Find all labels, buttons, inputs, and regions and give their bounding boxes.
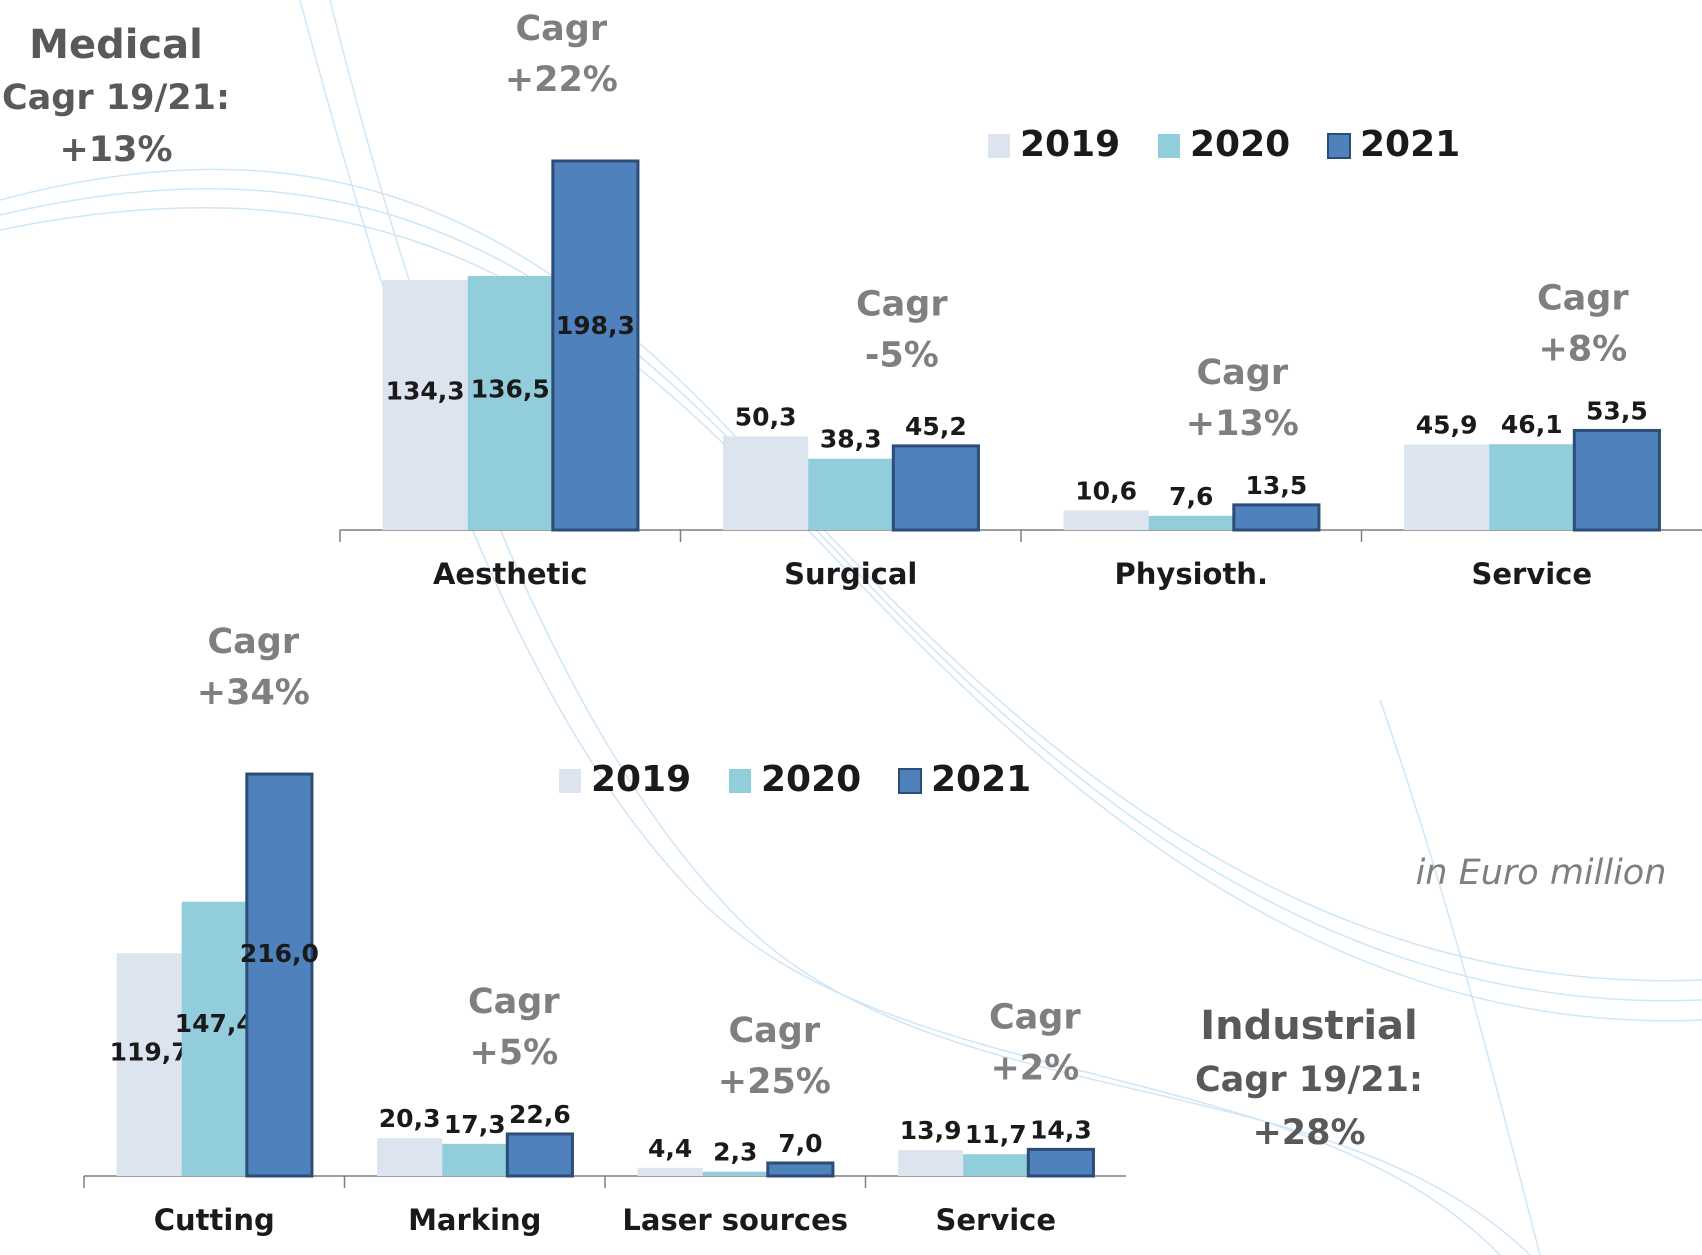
bar	[1404, 445, 1489, 530]
legend-label: 2020	[1190, 124, 1290, 165]
legend-label: 2019	[591, 759, 691, 800]
cagr-note: Cagr	[729, 1011, 821, 1051]
value-label: 20,3	[379, 1104, 441, 1133]
cagr-note: +8%	[1538, 329, 1627, 369]
cagr-note: +22%	[505, 60, 618, 100]
bar	[1574, 430, 1659, 530]
bar	[638, 1168, 703, 1176]
x-tick-label: Service	[1471, 557, 1592, 591]
value-label: 10,6	[1075, 476, 1137, 505]
x-tick-label: Aesthetic	[433, 557, 588, 591]
value-label: 45,9	[1416, 411, 1478, 440]
value-label: 198,3	[556, 311, 635, 340]
bar	[507, 1134, 572, 1176]
legend-swatch	[729, 769, 751, 793]
value-label: 13,9	[900, 1116, 962, 1145]
bar	[182, 902, 247, 1176]
value-label: 7,0	[778, 1129, 822, 1158]
value-label: 134,3	[386, 377, 465, 406]
bar	[1149, 516, 1234, 530]
cagr-note: +34%	[197, 673, 310, 713]
cagr-note: Cagr	[856, 284, 948, 324]
cagr-note: Cagr	[516, 9, 608, 49]
cagr-note: Cagr	[1197, 353, 1289, 393]
bar	[442, 1144, 507, 1176]
chart-subtitle: Cagr 19/21:	[2, 78, 230, 118]
x-tick-label: Marking	[408, 1203, 541, 1237]
page: {"chart_data": [ {"type": "bar", "title"…	[0, 0, 1702, 1255]
legend-swatch	[899, 769, 921, 793]
cagr-note: Cagr	[1537, 278, 1629, 318]
value-label: 13,5	[1246, 471, 1308, 500]
chart-title: Industrial	[1200, 1003, 1418, 1049]
value-label: 119,7	[110, 1037, 189, 1066]
cagr-note: -5%	[865, 335, 939, 375]
bar	[1028, 1149, 1093, 1176]
legend-label: 2021	[1360, 124, 1460, 165]
legend-swatch	[559, 769, 581, 793]
legend-label: 2021	[931, 759, 1031, 800]
x-tick-label: Service	[935, 1203, 1056, 1237]
value-label: 216,0	[240, 939, 319, 968]
bar	[768, 1163, 833, 1176]
bar	[898, 1150, 963, 1176]
value-label: 22,6	[509, 1100, 571, 1129]
bar	[1234, 505, 1319, 530]
bar	[553, 161, 638, 530]
value-label: 50,3	[735, 402, 797, 431]
chart-subtitle: +28%	[1252, 1113, 1365, 1153]
legend-swatch	[1158, 134, 1180, 158]
slide: Aesthetic 134,3136,5 198,3 Cagr +22% Surgical…	[0, 0, 1702, 1255]
cagr-note: Cagr	[468, 982, 560, 1022]
value-label: 7,6	[1169, 482, 1213, 511]
bar	[377, 1138, 442, 1176]
chart-subtitle: +13%	[59, 130, 172, 170]
cagr-note: +25%	[718, 1062, 831, 1102]
value-label: 17,3	[444, 1110, 506, 1139]
bar	[808, 459, 893, 530]
bar	[963, 1154, 1028, 1176]
legend-label: 2019	[1020, 124, 1120, 165]
value-label: 45,2	[905, 412, 967, 441]
bar	[247, 774, 312, 1176]
x-tick-label: Physioth.	[1115, 557, 1268, 591]
value-label: 2,3	[713, 1138, 757, 1167]
bar	[1489, 444, 1574, 530]
bar	[703, 1172, 768, 1176]
legend-label: 2020	[761, 759, 861, 800]
x-tick-label: Surgical	[784, 557, 917, 591]
chart-subtitle: Cagr 19/21:	[1195, 1060, 1423, 1100]
value-label: 147,4	[175, 1009, 254, 1038]
cagr-note: +5%	[469, 1033, 558, 1073]
cagr-note: +13%	[1186, 404, 1299, 444]
x-tick-label: Cutting	[154, 1203, 275, 1237]
bar	[893, 446, 978, 530]
value-label: 136,5	[471, 374, 550, 403]
legend-swatch	[988, 134, 1010, 158]
value-label: 46,1	[1501, 410, 1563, 439]
cagr-note: Cagr	[989, 997, 1081, 1037]
value-label: 11,7	[965, 1120, 1027, 1149]
chart-title: Medical	[29, 22, 203, 68]
cagr-note: +2%	[990, 1048, 1079, 1088]
value-label: 38,3	[820, 425, 882, 454]
value-label: 53,5	[1586, 396, 1648, 425]
cagr-note: Cagr	[208, 622, 300, 662]
legend-swatch	[1328, 134, 1350, 158]
x-tick-label: Laser sources	[622, 1203, 848, 1237]
bar	[1064, 510, 1149, 530]
value-label: 4,4	[648, 1134, 692, 1163]
value-label: 14,3	[1030, 1115, 1092, 1144]
unit-note: in Euro million	[1416, 853, 1667, 893]
bar	[723, 436, 808, 530]
